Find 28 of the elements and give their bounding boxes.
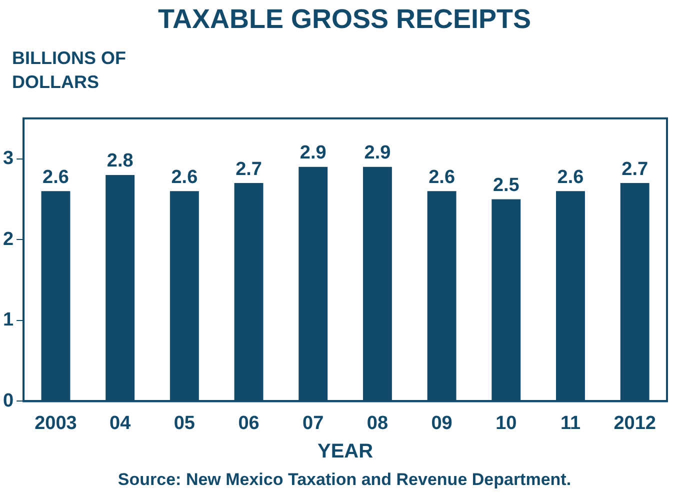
- x-axis-title: YEAR: [317, 440, 374, 463]
- data-label: 2.6: [557, 166, 584, 188]
- x-tick-label: 05: [174, 412, 196, 434]
- data-label: 2.5: [492, 174, 520, 196]
- data-label: 2.7: [236, 158, 262, 180]
- x-tick-label: 09: [431, 412, 452, 434]
- x-tick-label: 11: [560, 412, 581, 434]
- data-label: 2.9: [300, 142, 326, 164]
- data-label: 2.6: [428, 166, 456, 188]
- x-tick-label: 10: [496, 412, 517, 434]
- data-label: 2.9: [364, 142, 391, 164]
- y-tick-label: 3: [2, 148, 14, 170]
- x-tick-label: 2003: [34, 412, 77, 434]
- data-label: 2.6: [42, 166, 69, 188]
- x-tick-label: 04: [110, 412, 132, 434]
- data-label: 2.8: [106, 150, 134, 172]
- x-tick-label: 08: [366, 412, 388, 434]
- x-tick-label: 07: [302, 412, 324, 434]
- y-tick-label: 1: [2, 310, 14, 331]
- x-tick-label: 2012: [614, 412, 656, 434]
- y-tick-label: 0: [2, 390, 14, 412]
- y-tick-label: 2: [2, 228, 14, 250]
- y-axis-title: BILLIONS OF DOLLARS: [12, 47, 126, 94]
- x-tick-label: 06: [238, 412, 260, 434]
- data-label: 2.6: [171, 166, 198, 188]
- chart-title: TAXABLE GROSS RECEIPTS: [156, 4, 532, 35]
- data-label: 2.7: [622, 158, 648, 180]
- source-note: Source: New Mexico Taxation and Revenue Department.: [116, 470, 572, 490]
